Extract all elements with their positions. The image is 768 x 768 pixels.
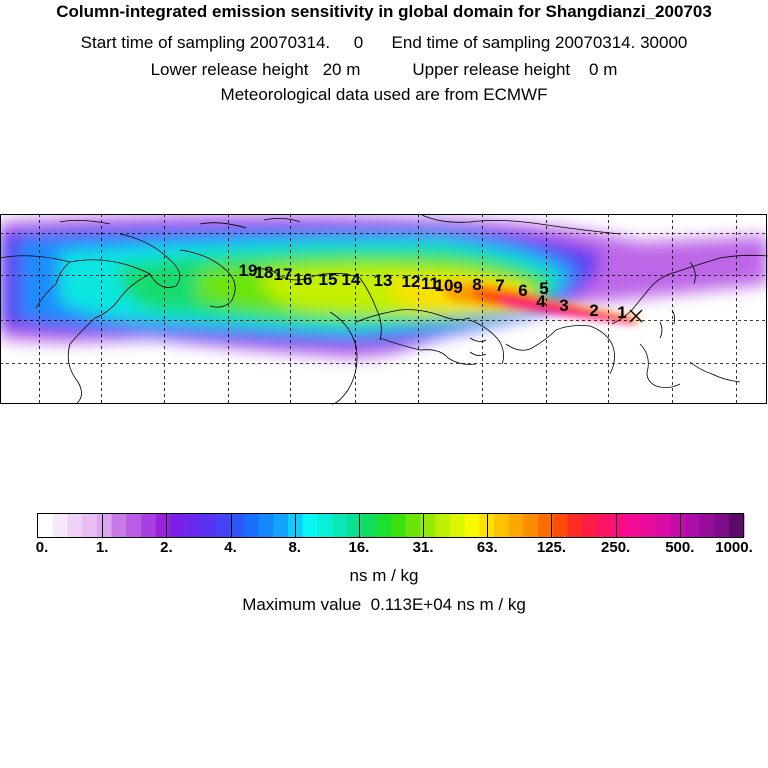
maximum-value-label: Maximum value 0.113E+04 ns m / kg: [242, 595, 526, 614]
colorbar-swatch: [611, 514, 627, 537]
colorbar-frame: [37, 513, 744, 538]
colorbar-swatch: [229, 514, 245, 537]
graticule: [0, 214, 768, 404]
trajectory-label: 14: [342, 270, 361, 289]
colorbar-swatch: [552, 514, 568, 537]
colorbar-tick-label: 1.: [95, 539, 109, 556]
colorbar-swatch: [699, 514, 715, 537]
colorbar-swatch: [405, 514, 421, 537]
colorbar-swatch: [449, 514, 465, 537]
colorbar-tick-label: 2.: [160, 539, 173, 556]
colorbar-tick-label: 125.: [536, 539, 567, 556]
colorbar-swatch: [155, 514, 171, 537]
colorbar-swatch: [332, 514, 348, 537]
meteo-data-line: Meteorological data used are from ECMWF: [220, 85, 548, 104]
colorbar-swatch: [567, 514, 583, 537]
colorbar-swatch: [111, 514, 127, 537]
colorbar-tick-label: 0.: [35, 539, 49, 556]
colorbar-swatch: [391, 514, 407, 537]
colorbar-swatch: [52, 514, 68, 537]
colorbar-swatch: [126, 514, 142, 537]
plot-title: Column-integrated emission sensitivity i…: [56, 2, 712, 21]
trajectory-label: 9: [453, 278, 462, 297]
colorbar-swatch: [214, 514, 230, 537]
colorbar-swatch: [435, 514, 451, 537]
colorbar-swatch: [67, 514, 83, 537]
colorbar-dividers: [102, 514, 681, 537]
colorbar-tick-label: 63.: [476, 539, 498, 556]
map-frame: [0, 214, 767, 404]
trajectory-label: 5: [539, 279, 548, 298]
colorbar-swatch: [170, 514, 186, 537]
trajectory-label: 3: [559, 296, 568, 315]
colorbar-swatch: [655, 514, 671, 537]
colorbar-swatch: [685, 514, 701, 537]
colorbar-swatch: [479, 514, 495, 537]
sensitivity-field: [0, 214, 768, 358]
colorbar-tick-label: 1000.: [715, 539, 753, 556]
colorbar-swatch: [582, 514, 598, 537]
trajectory-label: 12: [402, 272, 421, 291]
colorbar-swatch: [140, 514, 156, 537]
sampling-time-line: Start time of sampling 20070314. 0 End t…: [80, 33, 688, 52]
colorbar-swatch: [302, 514, 318, 537]
colorbar-swatch: [523, 514, 539, 537]
colorbar-swatch: [641, 514, 657, 537]
trajectory-label: 11: [421, 274, 439, 293]
colorbar-swatch: [317, 514, 333, 537]
colorbar-tick-label: 8.: [288, 539, 301, 556]
trajectory-label: 10: [435, 276, 454, 295]
trajectory-label: 8: [472, 275, 481, 294]
colorbar-swatch: [626, 514, 642, 537]
colorbar-swatch: [96, 514, 112, 537]
station-marker: [629, 309, 643, 323]
colorbar-swatch: [596, 514, 612, 537]
colorbar-tick-label: 4.: [224, 539, 237, 556]
colorbar: [37, 513, 745, 538]
trajectory-label: 1: [617, 303, 626, 322]
colorbar-swatch: [273, 514, 289, 537]
trajectory-label: 6: [518, 281, 527, 300]
trajectory-label: 19: [239, 261, 258, 280]
colorbar-swatch: [82, 514, 98, 537]
colorbar-swatch: [508, 514, 524, 537]
colorbar-swatch: [185, 514, 201, 537]
colorbar-tick-label: 500.: [665, 539, 695, 556]
colorbar-swatch: [199, 514, 215, 537]
colorbar-tick-label: 31.: [412, 539, 434, 556]
trajectory-label: 15: [319, 270, 338, 289]
colorbar-swatch: [376, 514, 392, 537]
trajectory-label: 18: [255, 263, 274, 282]
colorbar-tick-label: 16.: [348, 539, 370, 556]
colorbar-swatch: [464, 514, 480, 537]
colorbar-swatch: [420, 514, 436, 537]
colorbar-swatch: [258, 514, 274, 537]
colorbar-swatch: [493, 514, 509, 537]
coastlines: [0, 214, 768, 405]
trajectory-label: 2: [589, 301, 598, 320]
release-height-line: Lower release height 20 m Upper release …: [150, 60, 618, 79]
colorbar-swatch: [346, 514, 362, 537]
colorbar-swatch: [243, 514, 259, 537]
colorbar-swatches: [38, 514, 745, 537]
trajectory-label: 16: [294, 270, 313, 289]
colorbar-swatch: [361, 514, 377, 537]
trajectory-label: 7: [495, 276, 504, 295]
trajectory-label: 17: [274, 265, 293, 284]
colorbar-swatch: [538, 514, 554, 537]
colorbar-swatch: [670, 514, 686, 537]
colorbar-unit-label: ns m / kg: [349, 566, 419, 585]
colorbar-swatch: [729, 514, 745, 537]
colorbar-swatch: [38, 514, 54, 537]
trajectory-label: 4: [536, 292, 546, 311]
colorbar-swatch: [714, 514, 730, 537]
colorbar-tick-label: 250.: [601, 539, 631, 556]
trajectory-label: 13: [374, 271, 393, 290]
